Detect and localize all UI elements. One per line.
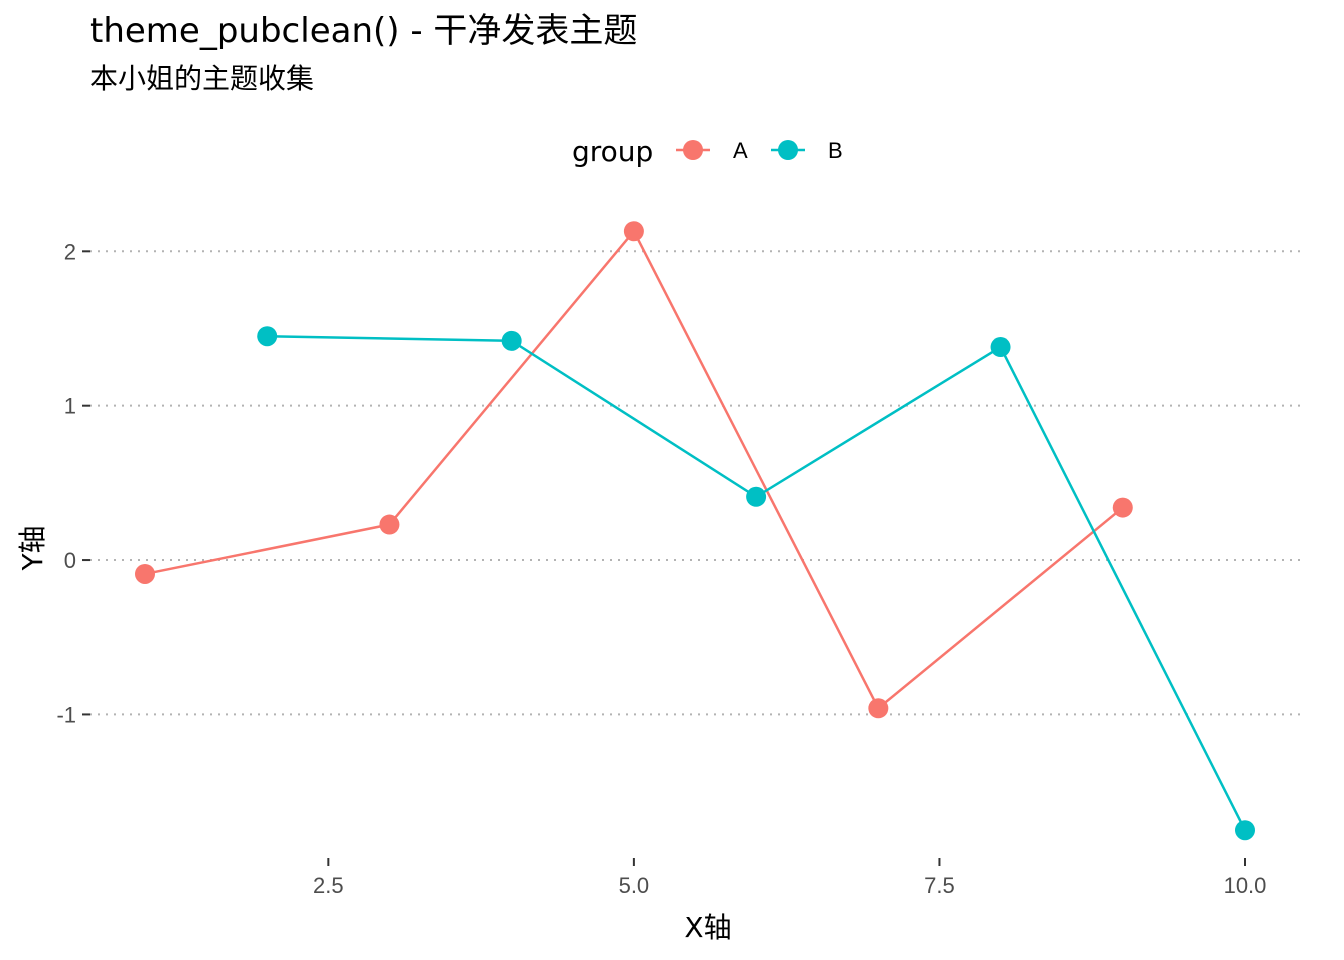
data-point (501, 330, 522, 351)
legend: group A B (572, 135, 843, 168)
x-tick-label: 5.0 (619, 873, 650, 898)
axis-ticks: -1 0 1 2 2.5 5.0 7.5 10.0 (56, 239, 1266, 898)
data-point (746, 486, 767, 507)
y-tick-label: -1 (56, 702, 76, 727)
x-tick-label: 10.0 (1224, 873, 1267, 898)
x-tick-label: 2.5 (313, 873, 344, 898)
series-A (135, 221, 1133, 719)
data-point (135, 563, 155, 584)
chart-subtitle: 本小姐的主题收集 (90, 62, 314, 95)
legend-item-A: A (676, 138, 748, 163)
data-point (1235, 820, 1255, 841)
data-point (379, 514, 400, 535)
series-line (144, 228, 1124, 711)
legend-title: group (572, 135, 653, 168)
legend-label: A (733, 138, 748, 163)
legend-item-B: B (771, 138, 843, 163)
x-axis-title: X轴 (684, 911, 731, 944)
y-tick-label: 1 (64, 394, 76, 419)
data-point (623, 221, 644, 242)
series-layer (135, 221, 1255, 841)
x-tick-label: 7.5 (924, 873, 955, 898)
data-point (990, 337, 1011, 358)
data-point (257, 326, 278, 347)
legend-point-key (778, 140, 798, 160)
chart-title: theme_pubclean() - 干净发表主题 (90, 11, 637, 51)
legend-point-key (683, 140, 703, 160)
y-tick-label: 0 (64, 548, 76, 573)
series-line (267, 334, 1247, 831)
legend-label: B (828, 138, 843, 163)
gridlines (90, 250, 1300, 716)
data-point (1112, 497, 1133, 518)
y-axis-title: Y轴 (16, 525, 49, 571)
y-tick-label: 2 (64, 239, 76, 264)
series-B (257, 326, 1255, 841)
data-point (868, 698, 889, 719)
